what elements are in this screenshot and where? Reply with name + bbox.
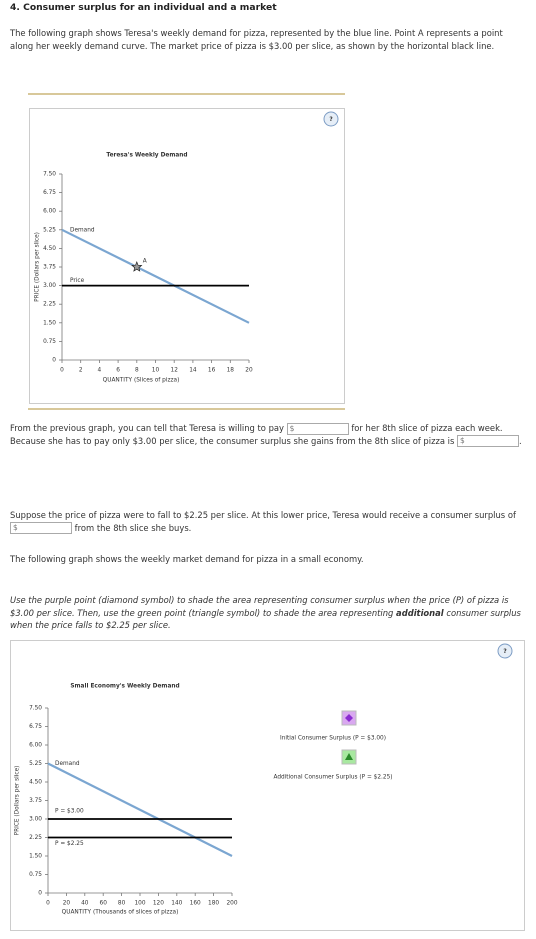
text: Use the purple point (diamond symbol) to… bbox=[10, 595, 509, 618]
x-tick-label: 0 bbox=[60, 368, 64, 374]
x-axis-label: QUANTITY (Slices of pizza) bbox=[103, 378, 180, 384]
tool-symbol[interactable] bbox=[345, 753, 353, 760]
title: 4. Consumer surplus for an individual an… bbox=[10, 2, 277, 13]
text: . bbox=[519, 435, 522, 446]
point bbox=[131, 261, 143, 272]
y-tick-label: 6.75 bbox=[29, 724, 42, 730]
y-tick-label: 3.75 bbox=[43, 265, 56, 271]
question: From the previous graph, you can tell th… bbox=[10, 422, 525, 447]
y-tick-label: 1.50 bbox=[43, 320, 56, 326]
series-label: Demand bbox=[55, 761, 80, 767]
y-tick-label: 2.25 bbox=[29, 835, 42, 841]
y-tick-label: 6.75 bbox=[43, 190, 56, 196]
y-tick-label: 5.25 bbox=[43, 227, 56, 233]
y-tick-label: 3.75 bbox=[29, 798, 42, 804]
y-tick-label: 0 bbox=[38, 891, 42, 897]
question: Suppose the price of pizza were to fall … bbox=[10, 509, 525, 534]
x-tick-label: 14 bbox=[189, 368, 197, 374]
chart: Small Economy's Weekly Demand? 0 0.75 1.50 2… bbox=[10, 640, 525, 931]
y-tick-label: 3.00 bbox=[43, 283, 56, 289]
x-tick-label: 10 bbox=[152, 368, 160, 374]
y-tick-label: 6.00 bbox=[29, 743, 42, 749]
y-tick-label: 6.00 bbox=[43, 209, 56, 215]
y-tick-label: 3.00 bbox=[29, 817, 42, 823]
y-tick-label: 0 bbox=[52, 358, 56, 364]
x-tick-label: 80 bbox=[118, 901, 126, 907]
chart-title: Teresa's Weekly Demand bbox=[106, 153, 187, 159]
y-axis-label: PRICE (Dollars per slice) bbox=[35, 232, 41, 302]
x-tick-label: 200 bbox=[226, 901, 237, 907]
x-tick-label: 40 bbox=[81, 901, 89, 907]
x-tick-label: 0 bbox=[46, 901, 50, 907]
series-line bbox=[61, 228, 250, 324]
x-tick-label: 120 bbox=[153, 901, 164, 907]
y-tick-label: 0.75 bbox=[43, 339, 56, 345]
y-tick-label: 5.25 bbox=[29, 761, 42, 767]
y-tick-label: 7.50 bbox=[29, 706, 42, 712]
help-icon[interactable] bbox=[323, 111, 339, 127]
x-tick-label: 8 bbox=[135, 368, 139, 374]
x-tick-label: 100 bbox=[134, 901, 145, 907]
tool-label: Initial Consumer Surplus (P = $3.00) bbox=[280, 736, 386, 742]
chart-title: Small Economy's Weekly Demand bbox=[70, 684, 179, 690]
x-tick-label: 4 bbox=[98, 368, 102, 374]
point-label: A bbox=[143, 259, 147, 265]
x-axis-label: QUANTITY (Thousands of slices of pizza) bbox=[62, 910, 179, 916]
x-tick-label: 12 bbox=[171, 368, 179, 374]
x-tick-label: 60 bbox=[100, 901, 108, 907]
y-tick-label: 1.50 bbox=[29, 854, 42, 860]
x-tick-label: 140 bbox=[171, 901, 182, 907]
tool-symbol[interactable] bbox=[345, 714, 353, 722]
text: for her 8th slice of pizza each week. Be… bbox=[10, 423, 503, 446]
text: from the 8th slice she buys. bbox=[74, 522, 192, 533]
y-tick-label: 4.50 bbox=[43, 246, 56, 252]
chart-frame bbox=[29, 108, 345, 404]
separator bbox=[28, 408, 345, 410]
answer-input[interactable]: $ bbox=[457, 435, 520, 447]
x-tick-label: 180 bbox=[208, 901, 219, 907]
x-tick-label: 6 bbox=[116, 368, 120, 374]
chart: Teresa's Weekly Demand? 0 0.75 1.50 2.25 3.00… bbox=[29, 108, 345, 404]
separator bbox=[28, 93, 345, 95]
x-tick-label: 16 bbox=[208, 368, 216, 374]
series-label: P = $2.25 bbox=[55, 841, 84, 847]
y-tick-label: 0.75 bbox=[29, 872, 42, 878]
answer-input[interactable]: $ bbox=[286, 422, 349, 435]
x-tick-label: 2 bbox=[79, 368, 83, 374]
intro: The following graph shows Teresa's weekl… bbox=[10, 28, 503, 51]
text: From the previous graph, you can tell th… bbox=[10, 423, 284, 433]
text: consumer surplus when the price falls to… bbox=[10, 607, 521, 631]
y-axis-label: PRICE (Dollars per slice) bbox=[15, 766, 21, 836]
instructions: Use the purple point (diamond symbol) to… bbox=[10, 594, 525, 632]
series-line bbox=[47, 762, 233, 857]
text: Suppose the price of pizza were to fall … bbox=[10, 510, 516, 520]
x-tick-label: 160 bbox=[190, 901, 201, 907]
x-tick-label: 20 bbox=[245, 368, 253, 374]
chart-frame bbox=[10, 640, 525, 931]
y-tick-label: 4.50 bbox=[29, 780, 42, 786]
help-label[interactable]: ? bbox=[503, 649, 506, 655]
series-label: P = $3.00 bbox=[55, 809, 84, 815]
help-icon[interactable] bbox=[497, 643, 513, 659]
x-tick-label: 18 bbox=[227, 368, 235, 374]
help-label[interactable]: ? bbox=[329, 117, 332, 123]
tool-label: Additional Consumer Surplus (P = $2.25) bbox=[273, 775, 392, 781]
emphasis: additional bbox=[396, 607, 444, 618]
answer-input[interactable]: $ bbox=[10, 522, 72, 534]
series-label: Price bbox=[70, 278, 85, 284]
y-tick-label: 2.25 bbox=[43, 302, 56, 308]
series-label: Demand bbox=[70, 227, 95, 233]
x-tick-label: 20 bbox=[63, 901, 71, 907]
y-tick-label: 7.50 bbox=[43, 172, 56, 178]
market-intro: The following graph shows the weekly mar… bbox=[10, 554, 364, 564]
